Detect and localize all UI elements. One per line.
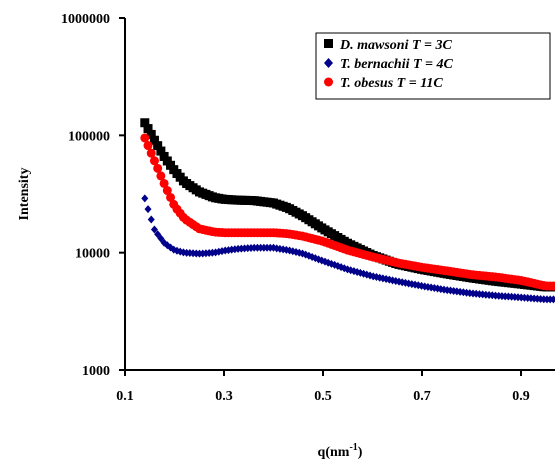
x-tick-label: 0.5 — [314, 389, 332, 404]
y-tick-label: 1000 — [82, 364, 110, 379]
data-point — [153, 163, 163, 173]
x-axis-title-sup: -1 — [349, 442, 357, 453]
data-point — [149, 156, 159, 166]
y-tick-label: 100000 — [68, 129, 110, 144]
x-tick-label: 0.7 — [413, 389, 431, 404]
x-tick-label: 0.3 — [215, 389, 233, 404]
data-point — [159, 151, 169, 161]
legend: D. mawsoni T = 3C T. bernachii T = 4C T.… — [315, 32, 551, 100]
x-axis-title: q(nm-1) — [318, 442, 363, 460]
data-point — [140, 133, 150, 143]
y-axis-title: Intensity — [17, 168, 32, 221]
data-point — [144, 205, 152, 214]
data-point — [166, 192, 176, 202]
data-point — [143, 141, 153, 151]
data-point — [141, 194, 149, 203]
legend-label-t-bernachii: T. bernachii T = 4C — [340, 57, 454, 72]
data-point — [179, 248, 187, 257]
y-tick-label: 1000000 — [61, 12, 110, 27]
x-axis-title-tail: ) — [358, 445, 363, 460]
x-tick-label: 0.9 — [512, 389, 530, 404]
data-point — [146, 129, 156, 139]
data-point — [153, 141, 163, 151]
tick-group: 0.1 0.3 0.5 0.7 0.9 1000 10000 100000 1000000 — [61, 12, 530, 404]
plot-area — [140, 118, 555, 304]
data-point — [150, 225, 158, 234]
data-point — [143, 124, 153, 134]
legend-box — [315, 32, 551, 100]
data-point — [295, 248, 303, 257]
legend-marker-d-mawsoni — [324, 39, 333, 48]
series-2 — [140, 133, 555, 291]
y-tick-label: 10000 — [75, 247, 110, 262]
data-point — [149, 135, 159, 145]
x-axis-title-main: q(nm — [318, 445, 350, 460]
data-point — [162, 186, 172, 196]
legend-marker-t-bernachii — [324, 58, 333, 68]
x-tick-label: 0.1 — [116, 389, 134, 404]
legend-marker-t-obesus — [324, 77, 333, 87]
data-point — [140, 118, 150, 128]
data-point — [156, 171, 166, 181]
legend-label-t-obesus: T. obesus T = 11C — [340, 76, 443, 91]
data-point — [146, 148, 156, 158]
data-point — [159, 178, 169, 188]
data-point — [147, 215, 155, 224]
data-point — [548, 281, 555, 291]
series-1 — [141, 194, 555, 304]
data-point — [156, 146, 166, 156]
data-point — [549, 295, 555, 304]
legend-label-d-mawsoni: D. mawsoni T = 3C — [339, 38, 452, 53]
